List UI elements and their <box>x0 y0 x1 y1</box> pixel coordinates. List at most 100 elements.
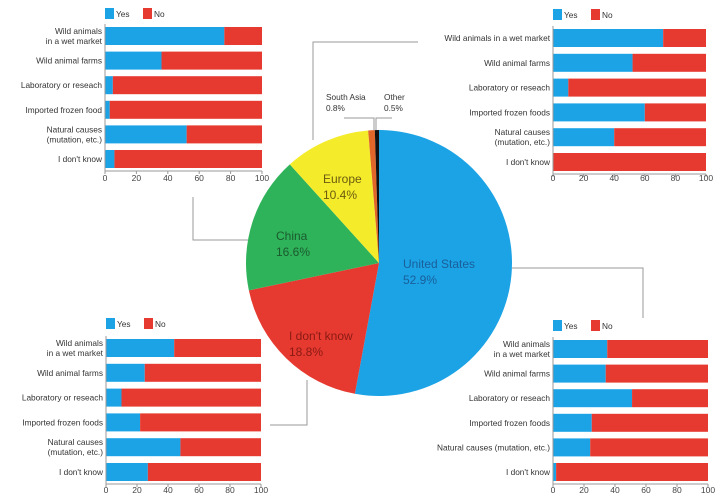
bar-no <box>614 128 706 147</box>
category-label: Wild animals <box>503 339 550 349</box>
bar-yes <box>105 100 110 119</box>
bar-yes <box>106 438 181 457</box>
x-tick-label: 40 <box>163 173 173 183</box>
category-label: Natural causes (mutation, etc.) <box>437 442 550 452</box>
pie-slice-i-don-t-know <box>248 263 379 394</box>
pie-value-china: 16.6% <box>276 245 310 259</box>
category-label: I don't know <box>506 157 551 167</box>
bar-yes <box>106 388 122 407</box>
bar-no <box>607 340 708 358</box>
category-label: Wild animals in a wet market <box>444 33 550 43</box>
x-tick-label: 60 <box>640 173 650 183</box>
legend-swatch-yes <box>553 9 562 20</box>
pie-slice-other <box>374 130 379 263</box>
category-label: Natural causes <box>495 127 550 137</box>
x-tick-label: 40 <box>609 173 619 183</box>
bar-no <box>591 413 708 432</box>
x-tick-label: 20 <box>579 173 589 183</box>
pie-value-i-don-t-know: 18.8% <box>289 345 323 359</box>
bar-yes <box>553 103 645 122</box>
category-label: Imported frozen foods <box>22 417 103 427</box>
category-label: I don't know <box>506 467 551 477</box>
x-tick-label: 0 <box>551 173 556 183</box>
legend-swatch-yes <box>105 8 114 19</box>
bar-no <box>186 125 262 144</box>
bar-yes <box>106 339 175 357</box>
category-label: Natural causes <box>48 437 103 447</box>
x-tick-label: 100 <box>255 173 269 183</box>
x-tick-label: 100 <box>699 173 713 183</box>
category-label: Imported frozen food <box>25 105 102 115</box>
category-label: Wild animals <box>56 338 103 348</box>
bar-no <box>114 150 262 168</box>
bar-no <box>568 78 706 97</box>
legend: Yes No <box>105 8 165 19</box>
connector-south-asia <box>344 117 375 131</box>
category-label: Laboratory or reseach <box>469 393 551 403</box>
pie-slice-china <box>246 164 379 291</box>
legend-label-yes: Yes <box>564 10 578 20</box>
bar-no <box>553 153 706 171</box>
legend-label-no: No <box>602 10 613 20</box>
bar-no <box>147 463 261 481</box>
legend-swatch-no <box>591 9 600 20</box>
bar-yes <box>105 150 115 168</box>
pie-label-i-don-t-know: I don't know <box>289 329 353 343</box>
x-tick-label: 80 <box>672 485 682 495</box>
bar-no <box>121 388 261 407</box>
x-tick-label: 20 <box>132 173 142 183</box>
category-label: Wild animals <box>55 26 102 36</box>
category-label: Imported frozen foods <box>469 107 550 117</box>
legend-label-no: No <box>154 9 165 19</box>
bar-no <box>180 438 261 457</box>
bar-yes <box>106 413 141 432</box>
bar-no <box>174 339 261 357</box>
bar-yes <box>553 438 591 457</box>
pie-label-south-asia: South Asia <box>326 92 366 102</box>
category-label: in a wet market <box>46 36 103 46</box>
legend: Yes No <box>106 318 166 329</box>
legend-label-no: No <box>155 319 166 329</box>
legend-label-no: No <box>602 321 613 331</box>
bar-yes <box>553 364 606 383</box>
x-tick-label: 80 <box>226 173 236 183</box>
bar-yes <box>553 29 664 47</box>
x-tick-label: 0 <box>551 485 556 495</box>
x-tick-label: 100 <box>701 485 715 495</box>
legend-label-yes: Yes <box>116 9 130 19</box>
bar-no <box>605 364 708 383</box>
legend-swatch-no <box>144 318 153 329</box>
bar-no <box>112 76 262 95</box>
x-tick-label: 0 <box>103 173 108 183</box>
bar-yes <box>553 340 608 358</box>
bar-yes <box>553 413 592 432</box>
x-tick-label: 100 <box>254 485 268 495</box>
category-label: Natural causes <box>47 124 102 134</box>
bar-no <box>632 53 706 72</box>
category-label: (mutation, etc.) <box>495 137 551 147</box>
pie-slice-south-asia <box>368 130 379 263</box>
connector-lines <box>192 41 644 426</box>
legend: Yes No <box>553 9 613 20</box>
x-tick-label: 60 <box>194 173 204 183</box>
x-tick-label: 40 <box>610 485 620 495</box>
category-label: Imported frozen foods <box>469 418 550 428</box>
category-label: Laboratory or reseach <box>469 83 551 93</box>
bar-yes <box>105 27 225 45</box>
legend-label-yes: Yes <box>564 321 578 331</box>
x-tick-label: 40 <box>163 485 173 495</box>
category-label: Wild animal farms <box>484 58 550 68</box>
x-tick-label: 20 <box>132 485 142 495</box>
category-label: Wild animal farms <box>36 56 102 66</box>
x-tick-label: 80 <box>671 173 681 183</box>
bar-no <box>632 389 708 408</box>
pie-label-other: Other <box>384 92 405 102</box>
legend: Yes No <box>553 320 613 331</box>
pie-value-south-asia: 0.8% <box>326 103 346 113</box>
x-tick-label: 60 <box>641 485 651 495</box>
bar-no <box>144 363 261 382</box>
bar-yes <box>553 78 569 97</box>
bar-no <box>224 27 262 45</box>
